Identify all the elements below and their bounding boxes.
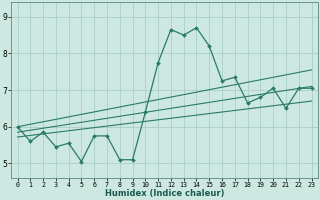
X-axis label: Humidex (Indice chaleur): Humidex (Indice chaleur) — [105, 189, 224, 198]
